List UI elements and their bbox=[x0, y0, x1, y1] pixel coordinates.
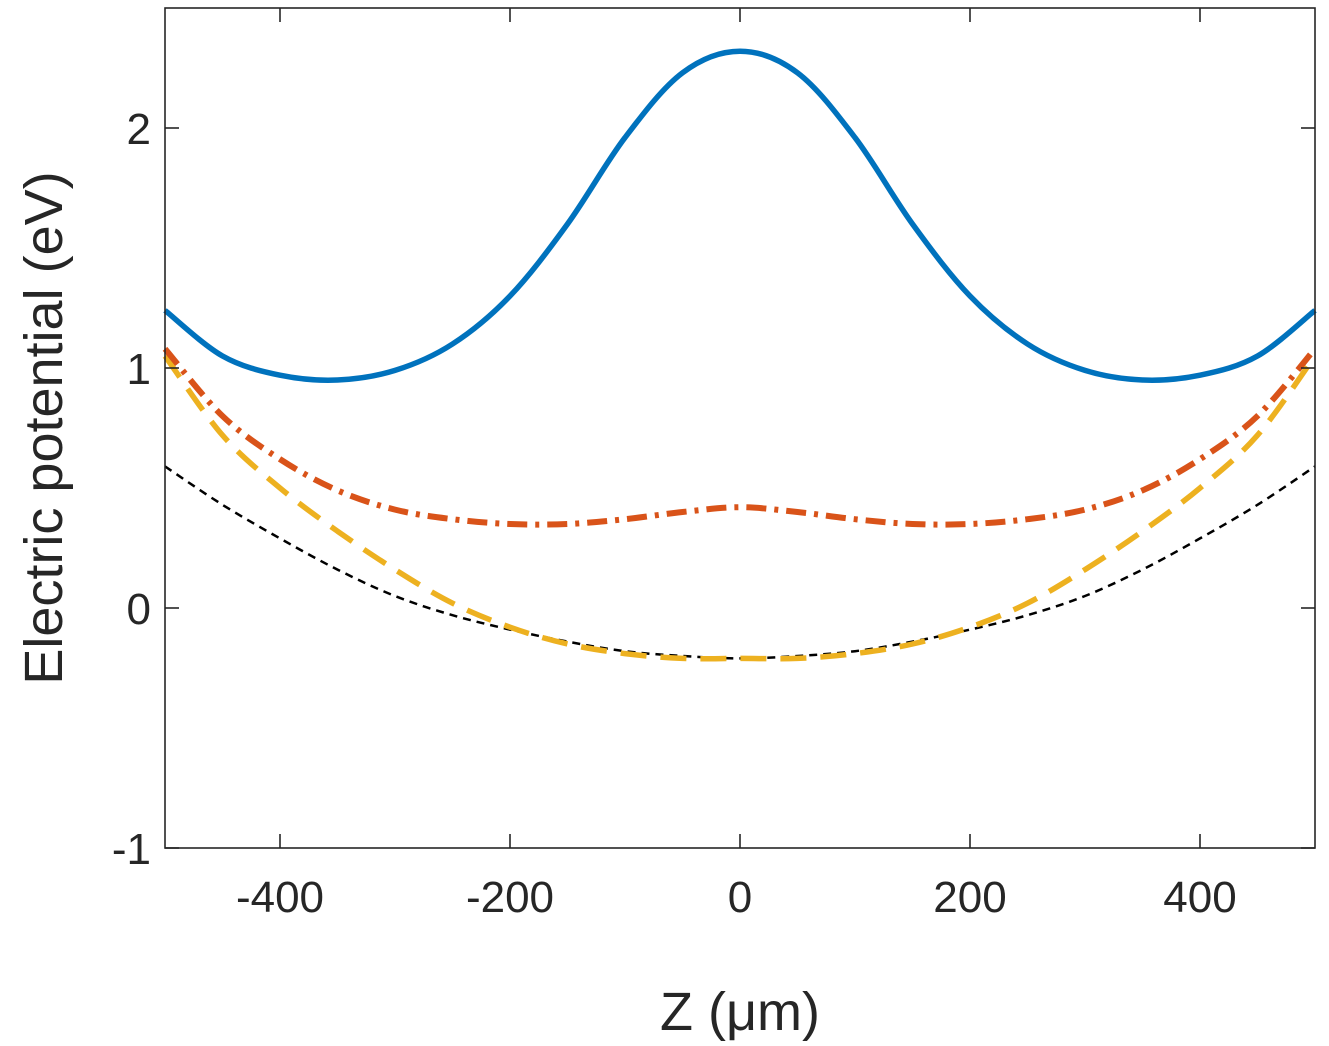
x-tick-label: 200 bbox=[933, 873, 1006, 922]
series-line-dotted bbox=[164, 465, 1316, 660]
y-tick-label: 1 bbox=[127, 345, 151, 394]
series-line-dashed bbox=[162, 354, 1318, 662]
x-tick-label: -200 bbox=[466, 873, 554, 922]
plot-frame bbox=[164, 7, 1316, 849]
y-tick-label: -1 bbox=[112, 825, 151, 874]
x-tick-label: -400 bbox=[236, 873, 324, 922]
y-tick-label: 2 bbox=[127, 105, 151, 154]
series-line-solid bbox=[163, 48, 1317, 383]
series-layer bbox=[162, 48, 1318, 662]
x-tick-label: 400 bbox=[1163, 873, 1236, 922]
y-tick-label: 0 bbox=[127, 585, 151, 634]
x-axis-label: Z (μm) bbox=[660, 982, 820, 1042]
x-tick-label: 0 bbox=[728, 873, 752, 922]
y-axis-label: Electric potential (eV) bbox=[14, 171, 74, 684]
series-line-dash-dot bbox=[162, 346, 1318, 528]
ticks-layer: -400 -200 0 200 400 -1 0 1 2 bbox=[112, 8, 1315, 922]
